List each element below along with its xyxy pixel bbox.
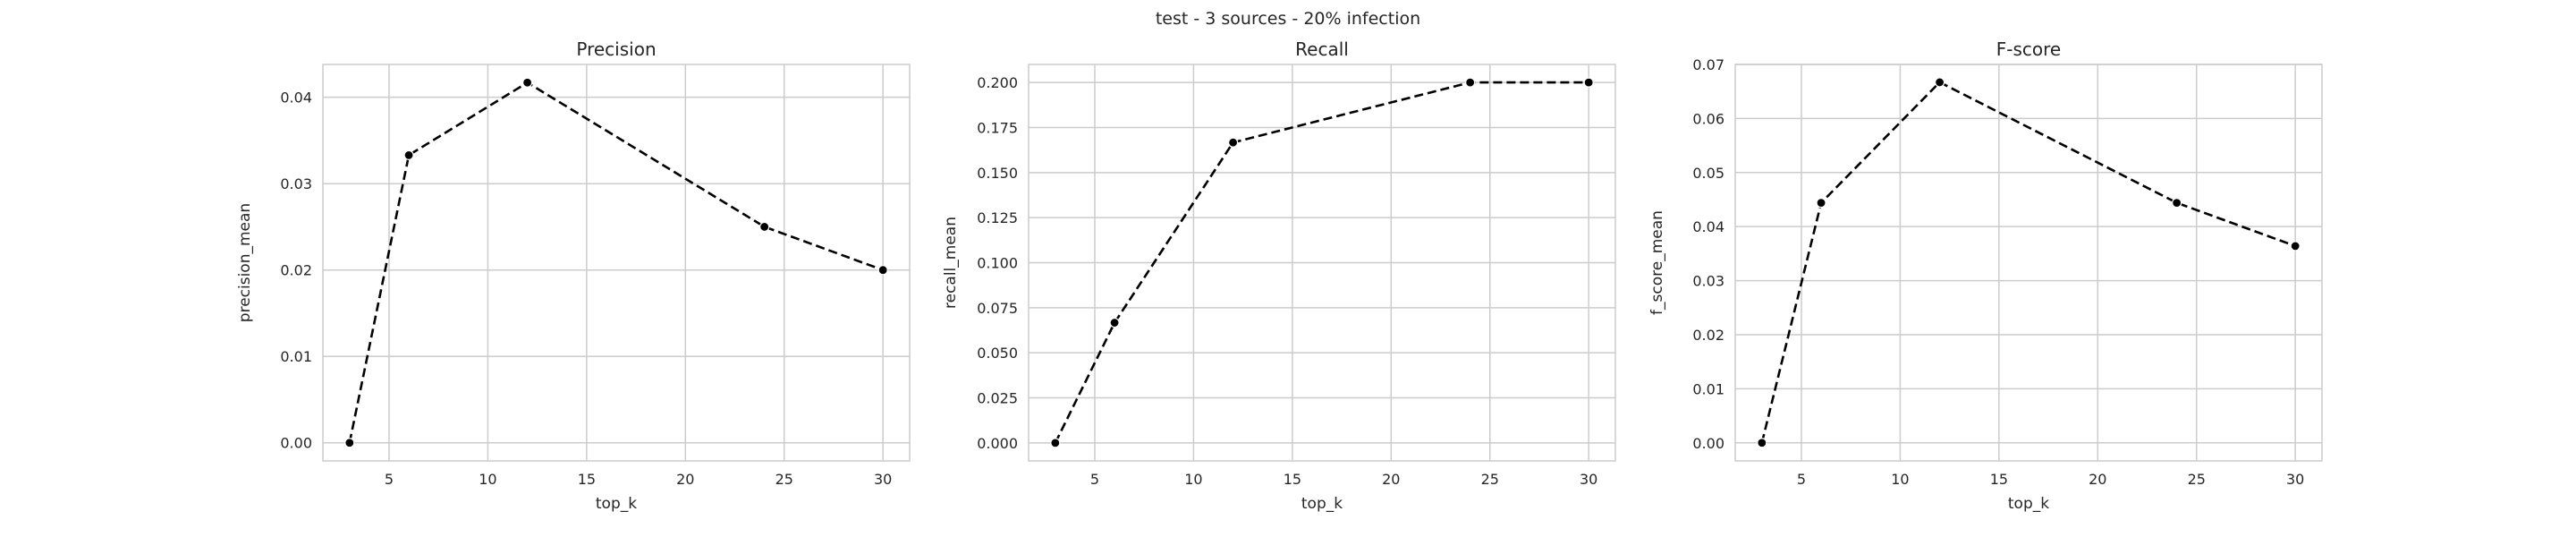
data-point: [522, 77, 533, 88]
y-tick-label: 0.125: [977, 209, 1018, 226]
data-point: [2172, 198, 2182, 209]
y-tick-label: 0.200: [977, 74, 1018, 91]
data-point: [877, 265, 888, 276]
figure-suptitle: test - 3 sources - 20% infection: [1156, 9, 1420, 29]
y-axis-label: f_score_mean: [1648, 210, 1666, 315]
charts-container: 5 10 15 20 25 30 0.00 0.01 0.02 0.03 0.04 Precision…: [236, 38, 2323, 513]
chart-title: F-score: [1996, 38, 2061, 60]
x-tick-label: 15: [1284, 471, 1301, 488]
x-tick-label: 30: [1580, 471, 1597, 488]
x-tick-label: 30: [2286, 471, 2304, 488]
x-tick-label: 30: [874, 471, 892, 488]
axes-frame: [322, 64, 911, 462]
y-axis-label: recall_mean: [942, 217, 960, 309]
y-tick-label: 0.175: [977, 119, 1018, 136]
plot-area: [323, 64, 910, 461]
data-point: [1935, 77, 1945, 88]
y-tick-label: 0.00: [1692, 435, 1724, 452]
y-tick-label: 0.050: [977, 345, 1018, 362]
y-tick-label: 0.00: [280, 435, 312, 452]
data-point: [1228, 137, 1239, 148]
y-tick-label: 0.000: [977, 435, 1018, 452]
x-tick-label: 20: [676, 471, 694, 488]
axes-frame: [1734, 64, 2323, 462]
x-tick-label: 20: [2089, 471, 2106, 488]
y-axis-label: precision_mean: [236, 203, 254, 322]
y-tick-label: 0.02: [1692, 327, 1724, 344]
data-point: [1109, 317, 1120, 328]
x-tick-label: 10: [479, 471, 496, 488]
data-point: [403, 149, 414, 160]
axes-frame: [1028, 64, 1616, 462]
x-axis-label: top_k: [1301, 495, 1343, 513]
data-point: [1583, 77, 1594, 88]
x-tick-label: 15: [578, 471, 596, 488]
x-axis-label: top_k: [596, 495, 637, 513]
x-tick-label: 25: [2188, 471, 2206, 488]
x-tick-label: 5: [1797, 471, 1806, 488]
x-tick-label: 5: [1090, 471, 1099, 488]
data-point: [2290, 241, 2301, 251]
x-tick-label: 10: [1184, 471, 1202, 488]
chart-panel-2: 5 10 15 20 25 30 0.000 0.025 0.050 0.075 0.100 0.12…: [942, 38, 1616, 513]
data-point: [1465, 77, 1476, 88]
x-tick-label: 10: [1891, 471, 1909, 488]
y-tick-label: 0.100: [977, 255, 1018, 272]
data-point: [759, 221, 770, 233]
x-axis-label: top_k: [2008, 495, 2049, 513]
y-tick-label: 0.150: [977, 165, 1018, 182]
y-tick-label: 0.04: [1692, 218, 1724, 235]
y-tick-label: 0.01: [280, 348, 312, 365]
x-tick-label: 25: [775, 471, 793, 488]
chart-panel-3: 5 10 15 20 25 30 0.00 0.01 0.02 0.03 0.04 0.05 0.06 0…: [1648, 38, 2323, 513]
y-tick-label: 0.03: [280, 175, 312, 192]
plot-area: [1735, 64, 2322, 461]
y-tick-label: 0.02: [280, 262, 312, 279]
x-tick-label: 5: [385, 471, 394, 488]
y-tick-label: 0.03: [1692, 273, 1724, 290]
y-tick-label: 0.025: [977, 390, 1018, 407]
x-tick-label: 25: [1481, 471, 1499, 488]
chart-panel-1: 5 10 15 20 25 30 0.00 0.01 0.02 0.03 0.04 Precision…: [236, 38, 911, 513]
y-tick-label: 0.01: [1692, 380, 1724, 397]
y-tick-label: 0.07: [1692, 56, 1724, 73]
data-point: [1816, 198, 1826, 209]
x-tick-label: 15: [1990, 471, 2008, 488]
y-tick-label: 0.04: [280, 90, 312, 107]
chart-title: Precision: [576, 38, 656, 60]
chart-title: Recall: [1295, 38, 1349, 60]
data-point: [344, 438, 355, 448]
x-tick-label: 20: [1382, 471, 1400, 488]
data-point: [1050, 438, 1061, 448]
y-tick-label: 0.05: [1692, 165, 1724, 182]
y-tick-label: 0.075: [977, 300, 1018, 317]
data-point: [1757, 438, 1767, 448]
y-tick-label: 0.06: [1692, 110, 1724, 127]
